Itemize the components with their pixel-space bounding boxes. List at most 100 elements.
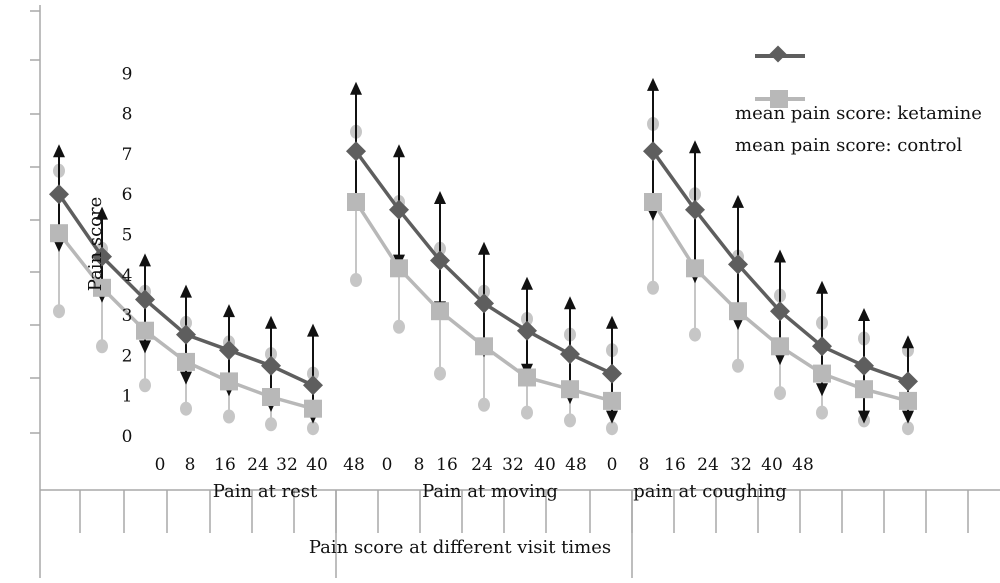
control-point — [93, 278, 111, 297]
control-error-cap-low — [478, 397, 490, 412]
ketamine-error-cap-high — [223, 304, 235, 318]
group-label-coughing: pain at coughing — [633, 481, 787, 502]
control-error-cap-low — [816, 405, 828, 420]
x-tick-label-3: 24 — [247, 455, 269, 475]
ketamine-point — [49, 184, 69, 205]
control-error-cap-low — [647, 280, 659, 295]
control-error-cap-low — [689, 327, 701, 342]
control-point — [390, 259, 408, 278]
x-tick-label-14: 0 — [607, 455, 618, 475]
y-tick-label-6: 6 — [122, 185, 133, 205]
legend-control-marker — [770, 90, 788, 108]
control-error-cap-low — [393, 319, 405, 334]
y-tick-label-3: 3 — [122, 306, 133, 326]
y-tick-label-1: 1 — [122, 387, 133, 407]
control-point — [855, 380, 873, 399]
ketamine-error-cap-high — [350, 81, 362, 95]
y-tick-label-9: 9 — [122, 64, 133, 84]
control-point — [603, 391, 621, 410]
ketamine-error-cap-high — [689, 140, 701, 154]
x-tick-label-19: 40 — [761, 455, 783, 475]
control-point — [431, 302, 449, 321]
x-tick-label-6: 48 — [343, 455, 365, 475]
ketamine-error-cap-high — [180, 284, 192, 298]
x-tick-label-18: 32 — [730, 455, 752, 475]
y-tick-label-2: 2 — [122, 346, 133, 366]
ketamine-error-cap-low — [774, 352, 786, 366]
ketamine-error-cap-low — [606, 410, 618, 424]
ketamine-error-cap-high — [478, 241, 490, 255]
x-tick-label-4: 32 — [276, 455, 298, 475]
ketamine-error-cap-low — [647, 207, 659, 221]
y-tick-label-5: 5 — [122, 226, 133, 246]
legend: mean pain score: ketamine mean pain scor… — [735, 45, 982, 156]
ketamine-error-cap-high — [96, 206, 108, 220]
x-tick-label-2: 16 — [214, 455, 236, 475]
control-error-cap-low — [606, 421, 618, 436]
legend-ketamine-marker — [769, 45, 787, 63]
ketamine-point — [261, 355, 281, 376]
ketamine-error-cap-high — [816, 280, 828, 294]
ketamine-error-cap-high — [139, 253, 151, 267]
control-point — [262, 388, 280, 406]
control-error-cap-low — [96, 339, 108, 354]
ketamine-error-cap-high — [902, 335, 914, 349]
plot-area — [49, 77, 918, 436]
control-error-cap-low — [223, 409, 235, 424]
x-tick-label-8: 8 — [414, 455, 425, 475]
control-point — [813, 364, 831, 383]
ketamine-point — [135, 289, 155, 310]
ketamine-error-cap-high — [307, 323, 319, 337]
legend-ketamine-label: mean pain score: ketamine — [735, 103, 982, 124]
ketamine-error-cap-low — [180, 371, 192, 385]
control-error-cap-low — [902, 421, 914, 436]
x-tick-label-1: 8 — [185, 455, 196, 475]
y-axis-title: Pain score — [85, 197, 106, 292]
control-point — [347, 193, 365, 211]
ketamine-point — [685, 199, 705, 220]
control-point — [304, 399, 322, 418]
ketamine-error-cap-high — [564, 296, 576, 310]
control-error-cap-low — [53, 304, 65, 319]
control-point — [899, 391, 917, 410]
control-error-cap-low — [307, 421, 319, 436]
tick-marks — [30, 10, 969, 533]
control-point — [475, 337, 493, 356]
group-label-rest: Pain at rest — [213, 481, 318, 502]
x-tick-label-0: 0 — [155, 455, 166, 475]
ketamine-error-cap-high — [732, 194, 744, 208]
ketamine-error-cap-high — [774, 249, 786, 263]
control-point — [136, 321, 154, 340]
legend-control-label: mean pain score: control — [735, 135, 962, 156]
control-error-cap-low — [350, 273, 362, 287]
control-point — [518, 368, 536, 387]
ketamine-error-cap-low — [816, 383, 828, 397]
ketamine-error-cap-high — [858, 308, 870, 321]
control-point — [644, 193, 662, 211]
ketamine-error-cap-low — [902, 410, 914, 424]
ketamine-point — [92, 246, 112, 267]
ketamine-point — [812, 336, 832, 357]
x-tick-label-10: 24 — [471, 455, 493, 475]
ketamine-point — [728, 254, 748, 275]
ketamine-error-cap-high — [434, 191, 446, 204]
control-point — [686, 259, 704, 278]
ketamine-error-cap-low — [53, 239, 65, 252]
x-tick-label-5: 40 — [306, 455, 328, 475]
ketamine-point — [898, 371, 918, 392]
x-tick-label-11: 32 — [502, 455, 524, 475]
ketamine-point — [602, 363, 622, 384]
ketamine-error-cap-low — [139, 340, 151, 354]
ketamine-error-cap-high — [265, 315, 277, 329]
x-tick-label-7: 0 — [382, 455, 393, 475]
ketamine-point — [643, 141, 663, 162]
control-error-cap-low — [564, 413, 576, 428]
control-point — [729, 302, 747, 321]
ketamine-point — [430, 250, 450, 271]
group-label-moving: Pain at moving — [422, 481, 558, 502]
ketamine-point — [346, 141, 366, 162]
ketamine-point — [474, 293, 494, 314]
ketamine-point — [176, 324, 196, 345]
